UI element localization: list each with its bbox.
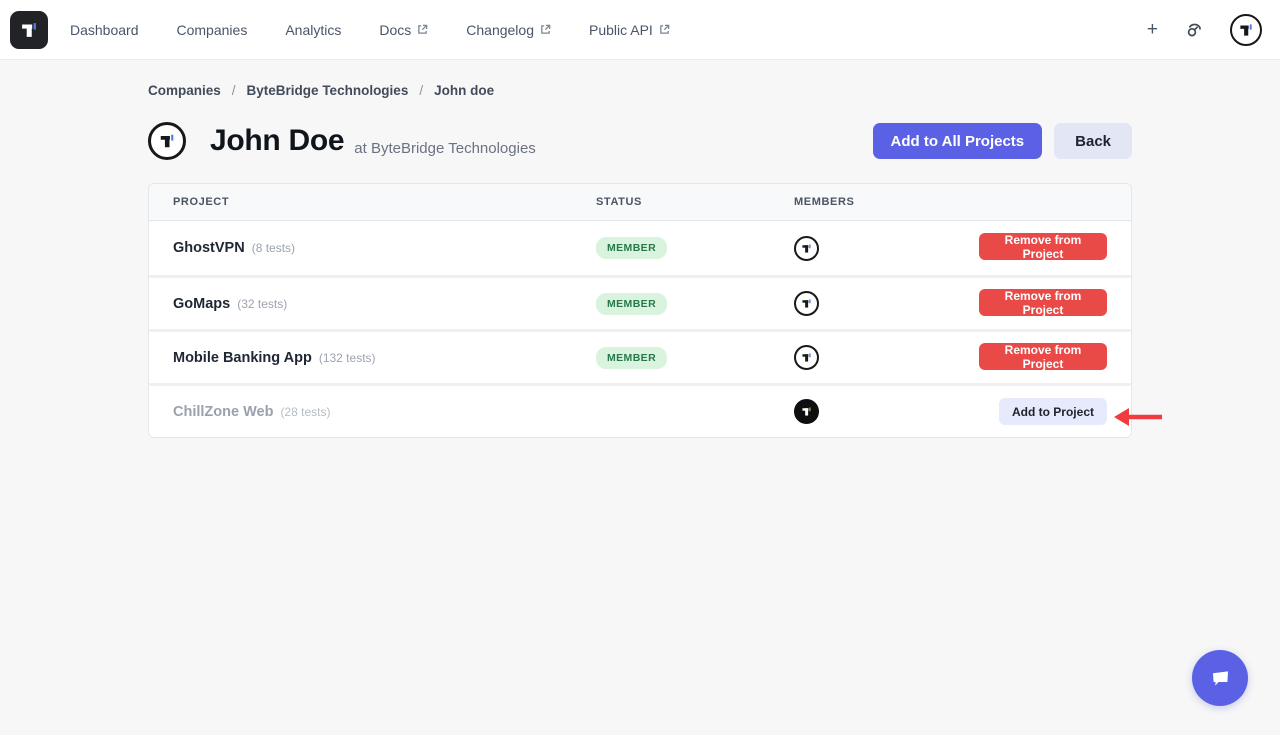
- project-cell: Mobile Banking App (132 tests): [173, 349, 596, 367]
- status-cell: MEMBER: [596, 346, 794, 369]
- project-test-count: (8 tests): [251, 241, 296, 255]
- breadcrumb-separator: /: [231, 83, 236, 98]
- nav-item-analytics[interactable]: Analytics: [285, 21, 342, 38]
- breadcrumb-company[interactable]: ByteBridge Technologies: [246, 83, 409, 98]
- action-cell: Remove from Project: [979, 288, 1107, 319]
- t-logo-icon: [802, 299, 811, 308]
- header-buttons: Add to All Projects Back: [872, 123, 1132, 159]
- table-row: GhostVPN (8 tests) MEMBER Remove from Pro…: [149, 221, 1131, 275]
- page-subtitle: at ByteBridge Technologies: [354, 140, 536, 157]
- members-cell: [794, 399, 979, 424]
- projects-table: PROJECT STATUS MEMBERS GhostVPN (8 tests)…: [148, 183, 1132, 438]
- chat-widget-button[interactable]: [1192, 650, 1248, 706]
- t-logo-icon: [802, 407, 811, 416]
- member-avatar: [794, 291, 819, 316]
- t-logo-icon: [160, 134, 174, 148]
- project-cell: GoMaps (32 tests): [173, 295, 596, 313]
- add-to-all-projects-button[interactable]: Add to All Projects: [872, 123, 1043, 159]
- nav-links: Dashboard Companies Analytics Docs Chang…: [70, 22, 670, 38]
- table-row: Mobile Banking App (132 tests) MEMBER Rem…: [149, 329, 1131, 383]
- column-header-status: STATUS: [596, 196, 642, 208]
- t-logo-icon: [1240, 23, 1252, 36]
- member-avatar: [794, 399, 819, 424]
- remove-from-project-button[interactable]: Remove from Project: [979, 233, 1107, 261]
- breadcrumb-separator: /: [419, 83, 424, 98]
- breadcrumb-current: John doe: [434, 83, 495, 98]
- action-cell: Add to Project: [998, 398, 1107, 425]
- chat-bubble-icon: [1213, 671, 1228, 686]
- user-avatar[interactable]: [1230, 13, 1262, 46]
- members-cell: [794, 235, 979, 261]
- nav-item-dashboard[interactable]: Dashboard: [70, 21, 139, 38]
- brand-logo[interactable]: [10, 10, 48, 49]
- status-badge: MEMBER: [596, 292, 668, 315]
- nav-item-public-api[interactable]: Public API: [589, 22, 670, 38]
- breadcrumb-companies[interactable]: Companies: [148, 83, 221, 98]
- status-badge: MEMBER: [596, 237, 668, 259]
- status-cell: MEMBER: [596, 237, 794, 259]
- nav-item-changelog[interactable]: Changelog: [466, 22, 551, 38]
- project-name: GhostVPN: [173, 240, 245, 256]
- add-icon[interactable]: +: [1146, 19, 1158, 40]
- search-icon[interactable]: [1184, 20, 1204, 40]
- column-header-project: PROJECT: [173, 196, 230, 208]
- page-title: John Doe: [210, 124, 345, 157]
- project-cell: ChillZone Web (28 tests): [173, 403, 596, 421]
- members-cell: [794, 345, 979, 370]
- action-cell: Remove from Project: [979, 342, 1107, 373]
- action-cell: Remove from Project: [979, 233, 1107, 263]
- member-avatar-large: [148, 122, 186, 160]
- table-header: PROJECT STATUS MEMBERS: [149, 184, 1131, 221]
- nav-item-companies[interactable]: Companies: [176, 21, 248, 38]
- status-badge: MEMBER: [596, 346, 668, 369]
- external-link-icon: [418, 24, 428, 34]
- remove-from-project-button[interactable]: Remove from Project: [979, 288, 1107, 317]
- table-row: GoMaps (32 tests) MEMBER Remove from Proj…: [149, 275, 1131, 329]
- status-cell: MEMBER: [596, 292, 794, 315]
- project-test-count: (28 tests): [280, 404, 331, 419]
- add-to-project-button[interactable]: Add to Project: [998, 398, 1107, 425]
- project-test-count: (132 tests): [318, 350, 376, 365]
- page-header: John Doe at ByteBridge Technologies Add …: [148, 118, 1132, 164]
- table-row: ChillZone Web (28 tests) Add to Project: [149, 383, 1131, 437]
- column-header-members: MEMBERS: [794, 196, 855, 208]
- external-link-icon: [541, 24, 551, 34]
- external-link-icon: [660, 24, 670, 34]
- breadcrumb: Companies / ByteBridge Technologies / Jo…: [148, 83, 494, 98]
- member-avatar: [794, 345, 819, 370]
- t-logo-icon: [802, 353, 811, 362]
- nav-right-actions: +: [1146, 13, 1262, 46]
- back-button[interactable]: Back: [1054, 123, 1132, 159]
- project-cell: GhostVPN (8 tests): [173, 239, 596, 257]
- t-logo-icon: [22, 22, 36, 37]
- top-navbar: Dashboard Companies Analytics Docs Chang…: [0, 0, 1280, 60]
- project-name: GoMaps: [173, 295, 231, 312]
- remove-from-project-button[interactable]: Remove from Project: [979, 342, 1107, 371]
- t-logo-icon: [802, 243, 811, 253]
- project-name: ChillZone Web: [173, 403, 274, 420]
- nav-item-docs[interactable]: Docs: [379, 22, 428, 38]
- project-name: Mobile Banking App: [173, 349, 312, 366]
- member-avatar: [794, 235, 819, 261]
- project-test-count: (32 tests): [237, 296, 288, 311]
- members-cell: [794, 291, 979, 316]
